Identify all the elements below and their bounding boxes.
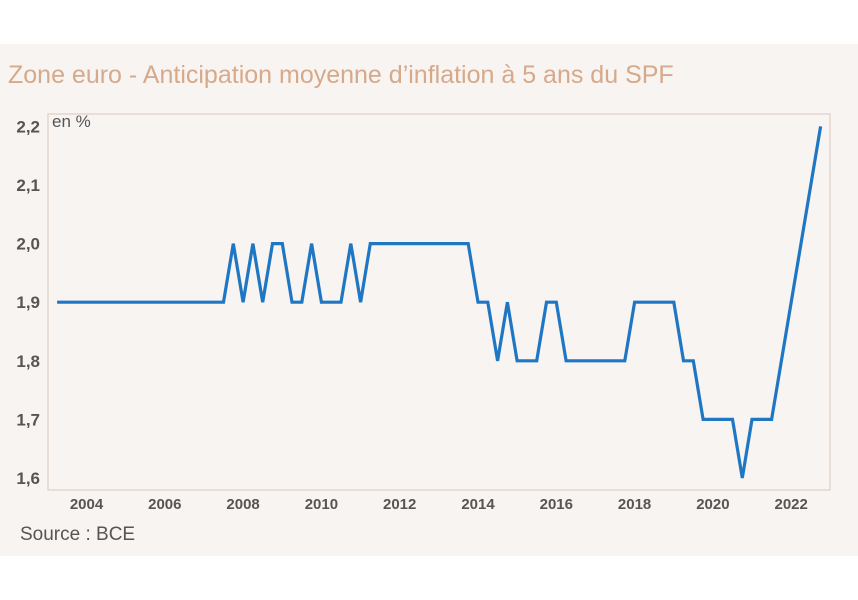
y-tick-label: 1,6 [16,469,40,488]
y-tick-label: 1,7 [16,410,40,429]
x-tick-label: 2004 [70,496,104,513]
x-tick-label: 2020 [696,496,729,513]
y-tick-label: 2,1 [16,176,40,195]
x-tick-label: 2010 [305,496,338,513]
x-tick-label: 2006 [148,496,181,513]
y-tick-label: 1,9 [16,293,40,312]
x-tick-label: 2022 [775,496,808,513]
series-line [57,126,823,479]
y-axis-ticks: 1,6 1,7 1,8 1,9 2,0 2,1 2,2 [16,117,40,488]
y-axis-unit-label: en % [52,112,91,131]
x-axis-ticks: 2004 2006 2008 2010 2012 2014 2016 2018 2020 2022 [70,496,808,513]
chart-title: Zone euro - Anticipation moyenne d’infla… [8,61,674,89]
x-tick-label: 2016 [540,496,573,513]
y-tick-label: 2,2 [16,117,40,136]
x-tick-label: 2014 [461,496,495,513]
y-tick-label: 2,0 [16,235,40,254]
x-tick-label: 2008 [226,496,259,513]
x-tick-label: 2012 [383,496,416,513]
x-tick-label: 2018 [618,496,651,513]
y-tick-label: 1,8 [16,352,40,371]
source-note: Source : BCE [20,524,136,545]
